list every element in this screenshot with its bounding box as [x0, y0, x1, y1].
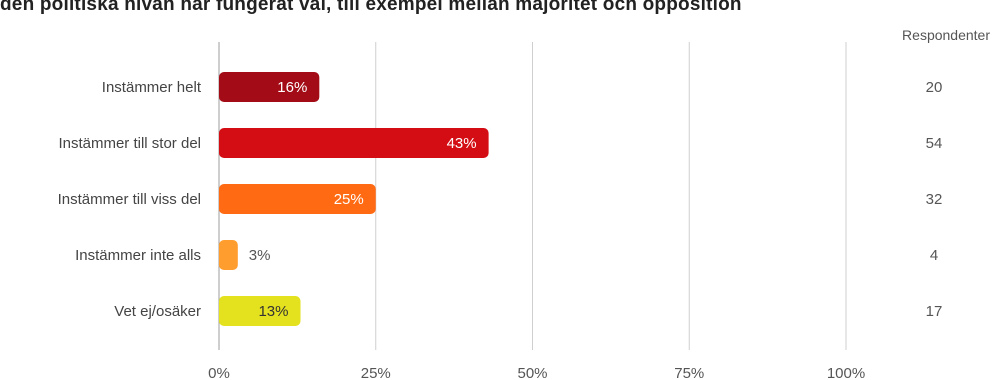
bar [219, 184, 376, 214]
category-label: Instämmer inte alls [75, 247, 201, 264]
x-tick-label: 100% [827, 365, 865, 380]
x-tick-label: 25% [361, 365, 391, 380]
bar [219, 296, 301, 326]
data-label: 3% [249, 247, 271, 264]
category-label: Instämmer helt [102, 79, 202, 96]
data-label: 25% [334, 191, 364, 208]
category-label: Instämmer till viss del [58, 191, 201, 208]
respondents-value: 54 [926, 135, 943, 152]
respondents-header: Respondenter [902, 27, 990, 43]
bar [219, 72, 320, 102]
respondents-value: 32 [926, 191, 943, 208]
x-tick-label: 50% [517, 365, 547, 380]
respondents-value: 4 [930, 247, 938, 264]
data-label: 43% [447, 135, 477, 152]
bar [219, 128, 489, 158]
respondents-value: 20 [926, 79, 943, 96]
respondents-value: 17 [926, 303, 943, 320]
data-label: 16% [277, 79, 307, 96]
respondents-column: 20 54 32 4 17 Respondenter [902, 27, 990, 320]
x-tick-label: 75% [674, 365, 704, 380]
category-label: Vet ej/osäker [114, 303, 201, 320]
x-tick-label: 0% [208, 365, 230, 380]
x-tick-labels: 0% 25% 50% 75% 100% [208, 365, 865, 380]
chart-title: den politiska nivån har fungerat väl, ti… [0, 0, 742, 15]
data-label: 13% [258, 303, 288, 320]
category-label: Instämmer till stor del [58, 135, 201, 152]
bars: 16% 43% 25% 3% 13% [219, 72, 489, 326]
bar [219, 240, 238, 270]
category-labels: Instämmer helt Instämmer till stor del Ins… [58, 79, 202, 320]
